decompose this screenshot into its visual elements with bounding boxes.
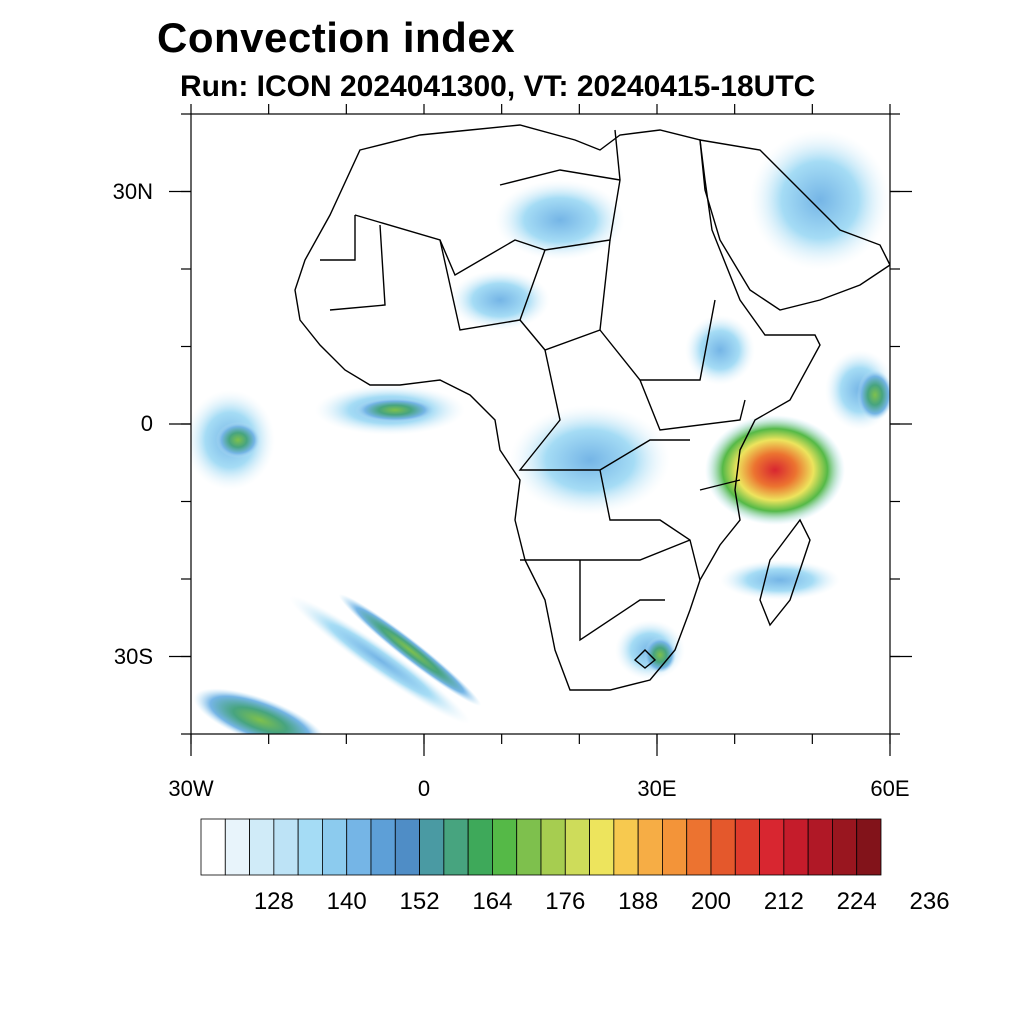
core-south-africa (644, 637, 676, 673)
colorbar-swatch (346, 818, 372, 876)
colorbar-label: 188 (618, 888, 659, 915)
colorbar-swatch (564, 818, 590, 876)
cell-ethiopia (685, 315, 755, 385)
colorbar-swatch (759, 818, 785, 876)
x-tick-label: 30E (637, 776, 677, 801)
colorbar-label: 236 (909, 888, 950, 915)
convection-field (191, 130, 890, 734)
y-tick-label: 30N (112, 178, 153, 204)
colorbar-swatch (273, 818, 299, 876)
colorbar-swatch (832, 818, 858, 876)
cell-arabia (750, 130, 890, 270)
band-south-atlantic-2 (338, 594, 482, 706)
core-west-atlantic (216, 422, 260, 458)
colorbar-swatch (662, 818, 688, 876)
colorbar-swatch (589, 818, 615, 876)
colorbar-swatch (710, 818, 736, 876)
colorbar-label: 152 (399, 888, 440, 915)
colorbar-swatch (370, 818, 396, 876)
colorbar-swatches (200, 818, 882, 876)
colorbar-label: 128 (253, 888, 294, 915)
colorbar-swatch (856, 818, 882, 876)
colorbar-swatch (637, 818, 663, 876)
core-gulf-guinea (355, 398, 435, 422)
colorbar-swatch (783, 818, 809, 876)
colorbar-swatch (807, 818, 833, 876)
core-indian-ocean (857, 370, 890, 420)
colorbar-swatch (734, 818, 760, 876)
colorbar-swatch (224, 818, 250, 876)
x-tick-label: 30W (168, 776, 214, 801)
colorbar-swatch (613, 818, 639, 876)
colorbar-swatch (394, 818, 420, 876)
colorbar-label: 176 (545, 888, 586, 915)
x-tick-label: 0 (417, 776, 431, 801)
colorbar (200, 818, 882, 881)
colorbar-label: 200 (690, 888, 732, 915)
colorbar-swatch (467, 818, 493, 876)
colorbar-label: 224 (836, 888, 877, 915)
core-east-africa-max (705, 415, 845, 525)
colorbar-swatch (419, 818, 445, 876)
y-tick-label: 30S (113, 643, 153, 669)
y-tick-label: 0 (140, 411, 153, 436)
colorbar-label: 164 (472, 888, 513, 915)
cell-congo (510, 405, 670, 515)
colorbar-swatch (322, 818, 348, 876)
colorbar-swatch (249, 818, 275, 876)
cell-mozambique-channel (720, 560, 840, 600)
colorbar-swatch (297, 818, 323, 876)
colorbar-swatch (686, 818, 712, 876)
colorbar-swatch (516, 818, 542, 876)
colorbar-swatch (492, 818, 518, 876)
colorbar-label: 140 (326, 888, 367, 915)
map-title: Convection index (157, 14, 516, 61)
band-southwest (193, 688, 327, 734)
colorbar-swatch (443, 818, 469, 876)
colorbar-swatch (540, 818, 566, 876)
x-tick-label: 60E (870, 776, 910, 801)
band-south-atlantic-1 (289, 595, 471, 725)
axis-ticks (169, 104, 912, 756)
cell-sahara (495, 180, 625, 260)
map-subtitle: Run: ICON 2024041300, VT: 20240415-18UTC (180, 70, 816, 103)
cell-sahel (450, 270, 550, 330)
coastlines (294, 124, 890, 691)
colorbar-label: 212 (763, 888, 804, 915)
colorbar-swatch (200, 818, 226, 876)
